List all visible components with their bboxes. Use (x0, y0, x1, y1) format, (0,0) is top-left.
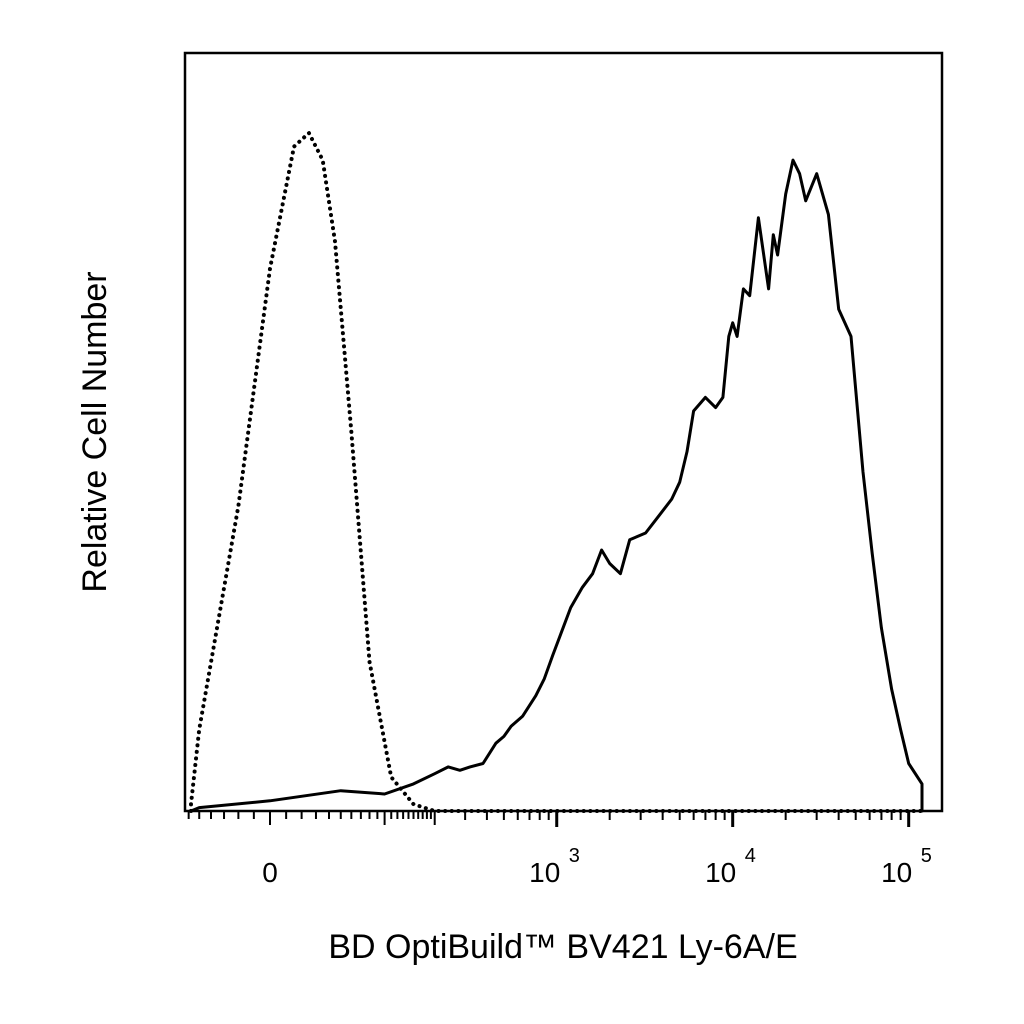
x-tick-label-exponent: 3 (569, 845, 580, 867)
x-tick-label: 0 (262, 857, 278, 888)
series-stained-line (189, 158, 924, 813)
series-layer (189, 131, 924, 813)
y-axis-title: Relative Cell Number (76, 271, 114, 592)
x-axis-ticks (187, 811, 911, 827)
x-tick-label: 10 5 (881, 845, 932, 888)
x-tick-label-base: 10 (529, 857, 560, 888)
x-tick-label-base: 0 (262, 857, 278, 888)
x-tick-label-exponent: 4 (745, 845, 756, 867)
x-tick-label-base: 10 (881, 857, 912, 888)
series-control-line (189, 131, 924, 813)
x-tick-label-exponent: 5 (921, 845, 932, 867)
x-tick-label: 10 3 (529, 845, 580, 888)
plot-frame (183, 51, 944, 813)
x-tick-label: 10 4 (705, 845, 756, 888)
x-axis-title: BD OptiBuild™ BV421 Ly-6A/E (328, 928, 797, 966)
x-tick-labels: 0 10 3 10 4 10 5 (262, 845, 932, 888)
x-tick-label-base: 10 (705, 857, 736, 888)
